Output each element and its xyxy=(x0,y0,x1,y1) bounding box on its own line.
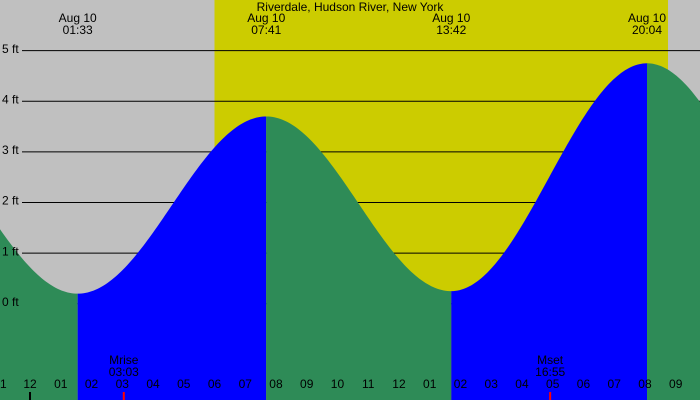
x-tick-label: 02 xyxy=(85,377,99,391)
chart-title: Riverdale, Hudson River, New York xyxy=(257,0,445,14)
extreme-time: 07:41 xyxy=(251,23,281,37)
x-tick-label: 07 xyxy=(608,377,622,391)
x-tick-label: 1 xyxy=(0,377,7,391)
extreme-time: 20:04 xyxy=(632,23,662,37)
falling-tide xyxy=(266,116,452,400)
y-tick-label: 0 ft xyxy=(2,295,19,309)
extreme-date: Aug 10 xyxy=(628,11,666,25)
x-tick-label: 09 xyxy=(669,377,683,391)
x-tick-label: 08 xyxy=(269,377,283,391)
x-tick-label: 12 xyxy=(392,377,406,391)
y-tick-label: 3 ft xyxy=(2,143,19,157)
y-tick-label: 4 ft xyxy=(2,92,19,106)
x-tick-label: 04 xyxy=(515,377,529,391)
moon-time: 16:55 xyxy=(535,365,565,379)
y-tick-label: 2 ft xyxy=(2,194,19,208)
rising-tide xyxy=(77,116,267,400)
extreme-time: 01:33 xyxy=(63,23,93,37)
x-tick-label: 09 xyxy=(300,377,314,391)
x-tick-label: 10 xyxy=(331,377,345,391)
x-tick-label: 06 xyxy=(577,377,591,391)
moon-label: Mset xyxy=(537,353,564,367)
x-tick-label: 05 xyxy=(546,377,560,391)
extreme-date: Aug 10 xyxy=(59,11,97,25)
x-tick-label: 07 xyxy=(239,377,253,391)
x-tick-label: 11 xyxy=(362,377,375,391)
extreme-time: 13:42 xyxy=(436,23,466,37)
y-tick-label: 5 ft xyxy=(2,42,19,56)
moon-label: Mrise xyxy=(109,353,139,367)
y-tick-label: 1 ft xyxy=(2,244,19,258)
x-tick-label: 05 xyxy=(177,377,191,391)
x-tick-label: 02 xyxy=(454,377,468,391)
extreme-date: Aug 10 xyxy=(247,11,285,25)
x-tick-label: 12 xyxy=(23,377,37,391)
moon-time: 03:03 xyxy=(109,365,139,379)
x-tick-label: 06 xyxy=(208,377,222,391)
x-tick-label: 03 xyxy=(116,377,130,391)
x-tick-label: 01 xyxy=(423,377,437,391)
x-tick-label: 01 xyxy=(54,377,68,391)
falling-tide xyxy=(0,229,78,400)
x-tick-label: 04 xyxy=(146,377,160,391)
falling-tide xyxy=(647,63,700,400)
x-tick-label: 03 xyxy=(485,377,499,391)
rising-tide xyxy=(451,63,648,400)
x-tick-label: 08 xyxy=(638,377,652,391)
extreme-date: Aug 10 xyxy=(432,11,470,25)
